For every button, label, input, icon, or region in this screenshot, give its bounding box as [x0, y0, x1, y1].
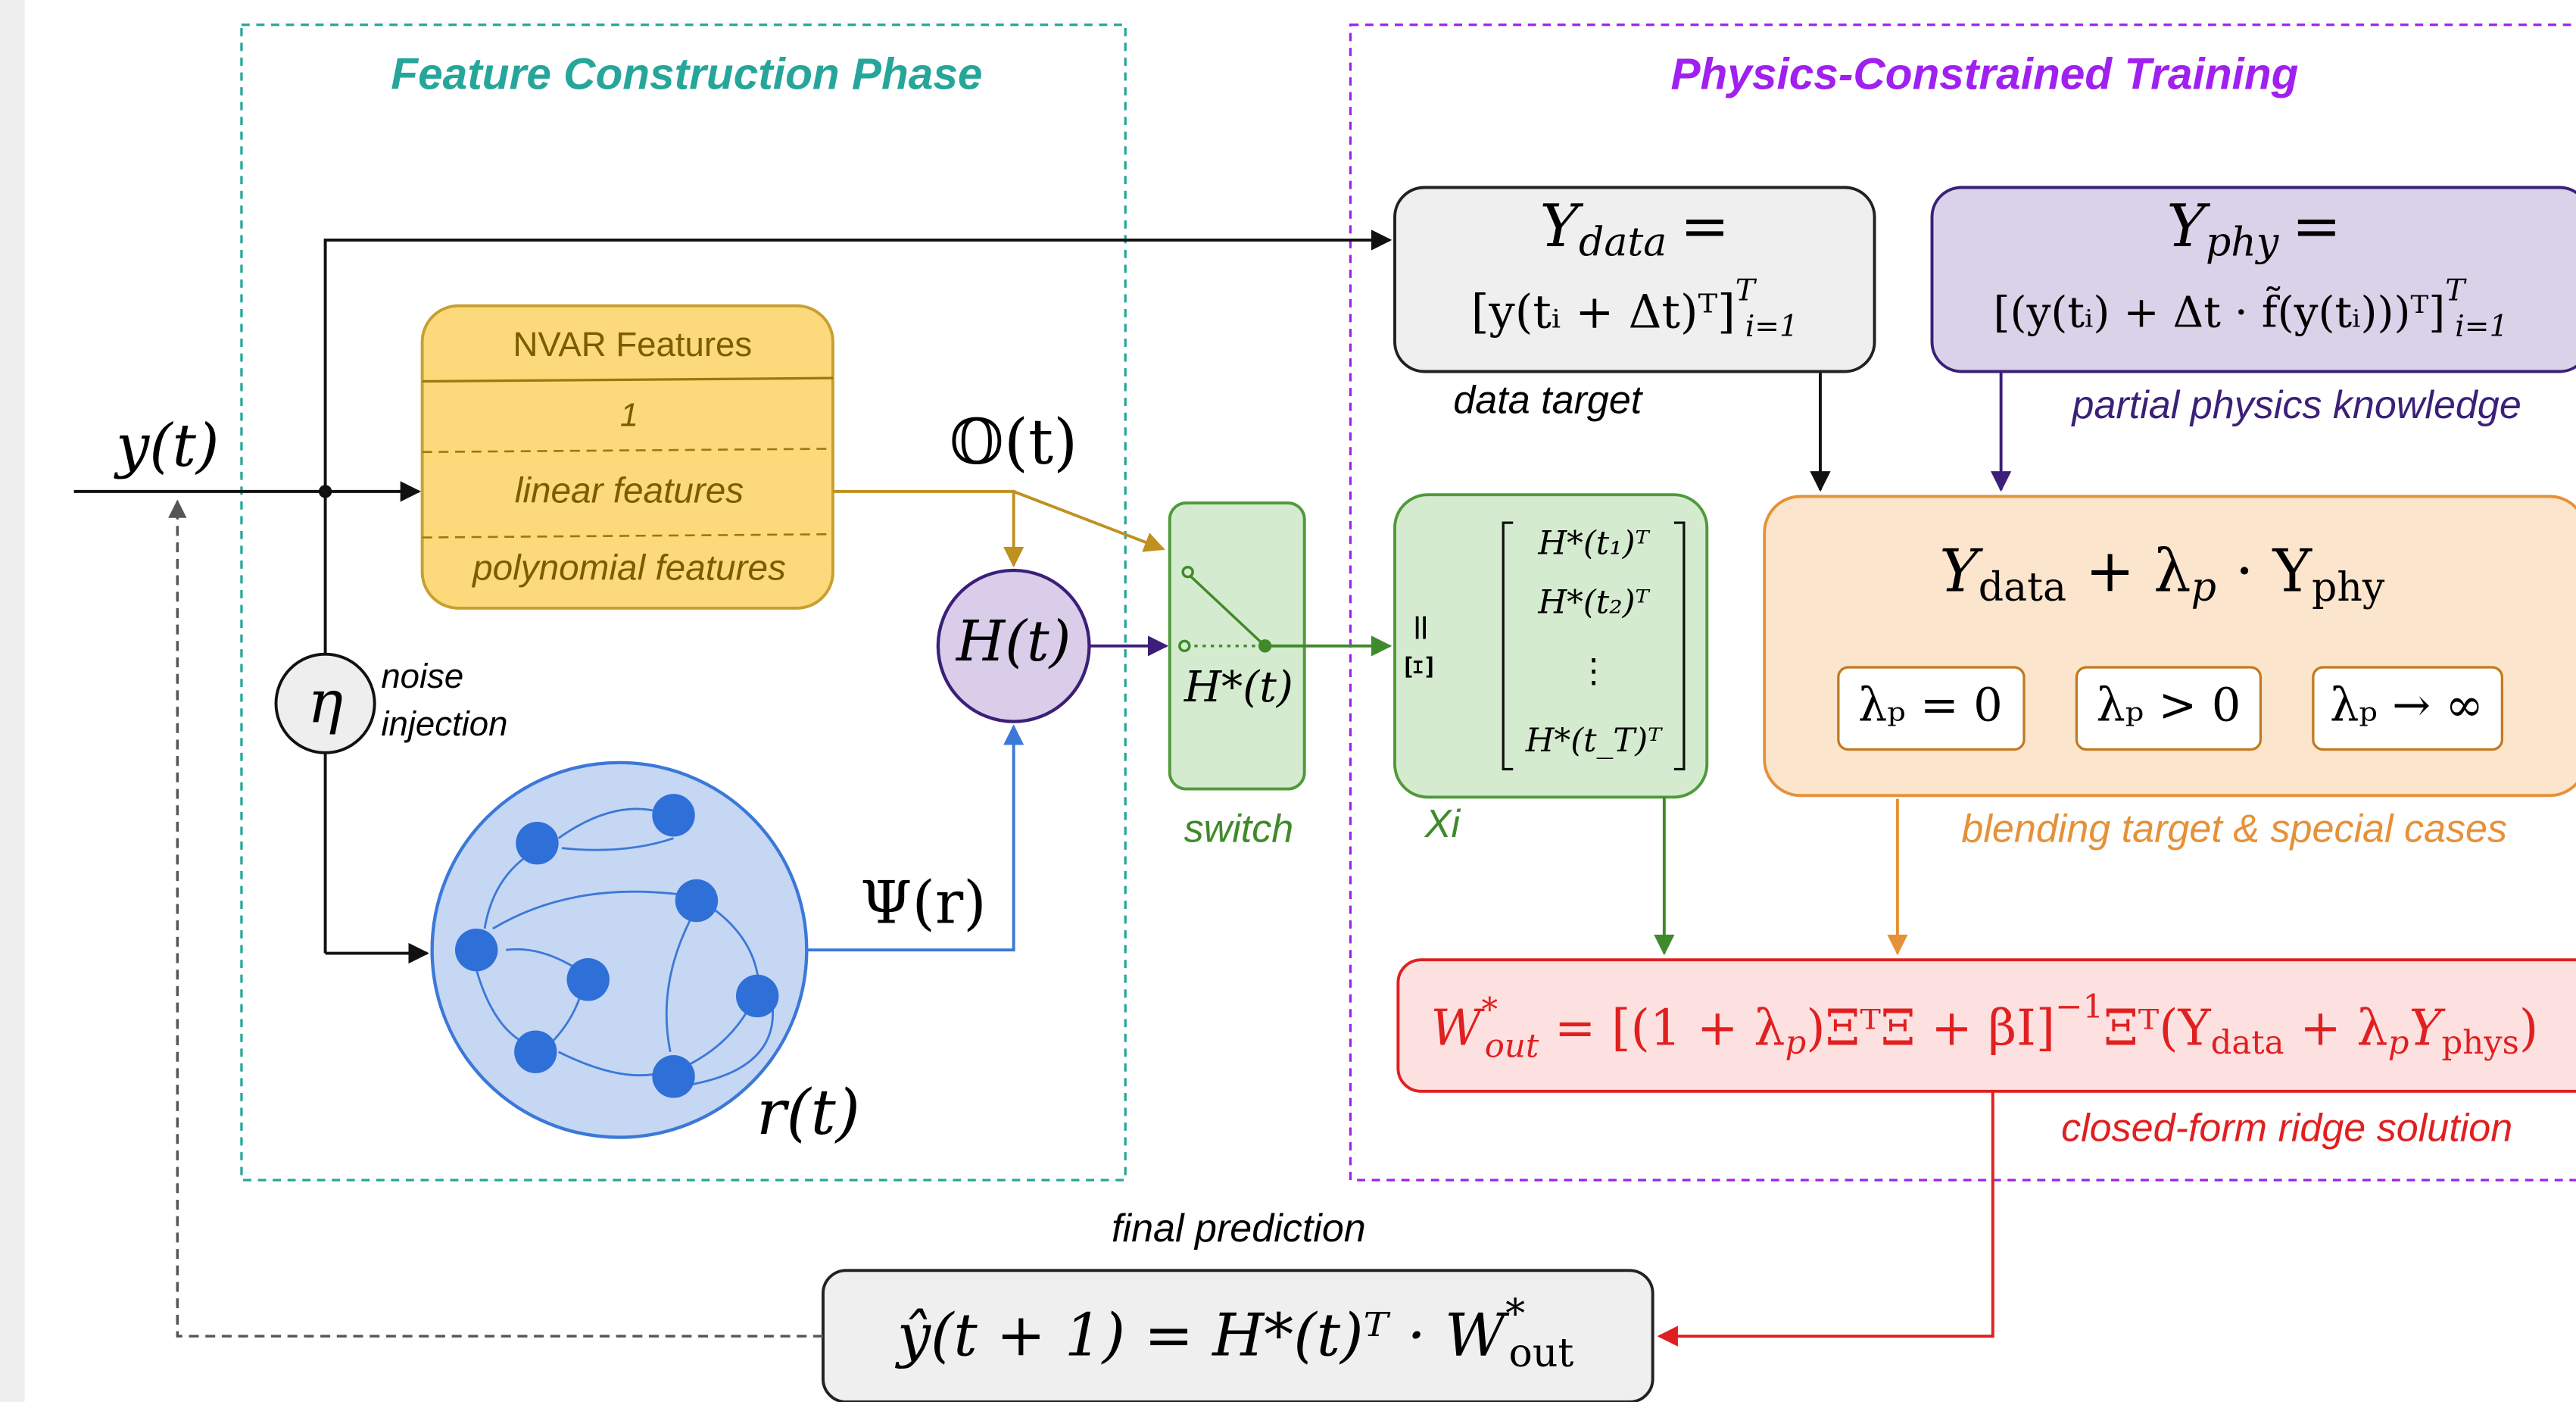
training-panel: [1349, 23, 2576, 1182]
separator: [422, 532, 834, 539]
switch-output: H*(t): [1184, 663, 1293, 712]
xi-row: H*(t₂)ᵀ: [1537, 584, 1650, 622]
feedback-wire: [168, 499, 823, 1338]
input-label: y(t): [114, 412, 219, 480]
blend-formula: Ydata + λp · Yphy: [1939, 537, 2385, 610]
junction: [318, 485, 332, 498]
nvar-row: 1: [620, 398, 638, 434]
reservoir-nodes: [454, 794, 779, 1098]
nvar-wires: [833, 489, 1165, 568]
h-label: H(t): [955, 610, 1071, 674]
noise-label: noise: [381, 657, 463, 695]
xi-row: H*(t_T)ᵀ: [1525, 722, 1663, 760]
panel-title: Physics-Constrained Training: [1670, 50, 2298, 99]
noise-label: injection: [381, 704, 507, 743]
xi-label: Xi: [1424, 802, 1461, 846]
nvar-row: linear features: [515, 471, 744, 511]
matrix-brackets: [1502, 521, 1686, 771]
xi-lhs: Ξ =: [1399, 612, 1441, 679]
nvar-output: 𝕆(t): [950, 406, 1077, 479]
wire: [1657, 1091, 1994, 1347]
ydata-line2: [y(tᵢ + Δt)ᵀ]T i=1: [1471, 273, 1798, 344]
noise-symbol: η: [307, 669, 343, 737]
nvar-title: NVAR Features: [513, 325, 753, 364]
nvar-row: polynomial features: [471, 548, 786, 589]
solution-box: [1396, 958, 2576, 1093]
solution-formula: W* out = [(1 + λp)ΞᵀΞ + βI]−1Ξᵀ(Ydata + λ…: [1431, 988, 2539, 1065]
case: λₚ = 0: [1858, 679, 2003, 732]
case-box: [2312, 666, 2503, 751]
noise-node: [274, 652, 376, 754]
ydata-caption: data target: [1453, 378, 1643, 422]
ydata-box: [1393, 186, 1876, 373]
case: λₚ > 0: [2096, 679, 2241, 732]
separator: [422, 448, 834, 454]
solution-caption: closed-form ridge solution: [2061, 1107, 2512, 1151]
xi-box: [1393, 493, 1709, 799]
separator: [422, 376, 834, 383]
reservoir-output: Ψ(r): [860, 869, 987, 937]
switch-label: switch: [1184, 807, 1294, 851]
yphy-line1: Yphy =: [2166, 192, 2341, 265]
yphy-line2: [(y(tᵢ) + Δt · f̃(y(tᵢ)))ᵀ]T i=1: [1994, 273, 2509, 344]
switch-symbol: [1178, 565, 1266, 653]
case-box: [2075, 666, 2263, 751]
wire: [806, 724, 1024, 952]
xi-row: ⋮: [1577, 653, 1610, 691]
blend-caption: blending target & special cases: [1961, 807, 2507, 851]
case: λₚ → ∞: [2330, 679, 2484, 732]
yphy-box: [1930, 186, 2576, 373]
panel-title: Feature Construction Phase: [391, 50, 982, 99]
case-box: [1837, 666, 2026, 751]
ydata-line1: Ydata =: [1539, 192, 1729, 265]
prediction-formula: ŷ(t + 1) = H*(t)ᵀ · W* out: [895, 1291, 1574, 1376]
side-strip: [0, 0, 25, 1402]
prediction-caption: final prediction: [1112, 1207, 1366, 1251]
xi-row: H*(t₁)ᵀ: [1537, 524, 1650, 562]
reservoir-state: r(t): [756, 1076, 860, 1149]
yphy-caption: partial physics knowledge: [2071, 383, 2521, 427]
